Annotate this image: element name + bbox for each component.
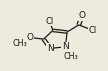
- Text: N: N: [47, 44, 54, 53]
- Text: N: N: [62, 42, 69, 51]
- Text: CH₃: CH₃: [63, 52, 78, 61]
- Text: Cl: Cl: [89, 26, 97, 35]
- Text: Cl: Cl: [45, 17, 54, 26]
- Text: O: O: [79, 11, 86, 20]
- Text: O: O: [27, 33, 34, 42]
- Text: CH₃: CH₃: [13, 39, 28, 48]
